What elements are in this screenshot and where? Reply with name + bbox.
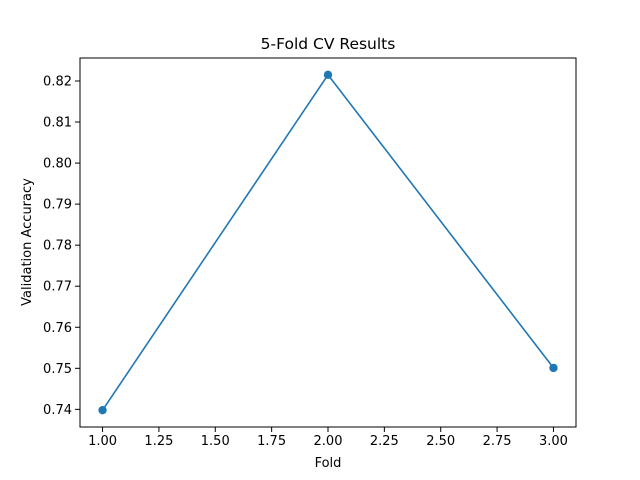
y-tick-label: 0.75 bbox=[43, 362, 72, 377]
series-line bbox=[101, 74, 555, 411]
y-tick-label: 0.79 bbox=[43, 198, 72, 213]
data-point bbox=[549, 363, 558, 373]
data-point bbox=[323, 70, 333, 80]
x-tick-label: 1.00 bbox=[88, 434, 117, 449]
x-tick-label: 1.75 bbox=[257, 434, 286, 449]
x-tick-label: 1.25 bbox=[144, 434, 173, 449]
x-tick-label: 2.50 bbox=[426, 434, 455, 449]
x-tick-label: 2.25 bbox=[370, 434, 399, 449]
y-tick-label: 0.82 bbox=[43, 74, 72, 89]
x-tick-label: 1.50 bbox=[201, 434, 230, 449]
x-tick-label: 2.75 bbox=[483, 434, 512, 449]
y-tick-label: 0.77 bbox=[43, 280, 72, 295]
y-tick-label: 0.74 bbox=[43, 403, 72, 418]
x-axis-label: Fold bbox=[315, 456, 342, 471]
plot-area: 1.00 1.25 1.50 1.75 2.00 2.25 2.50 2.75 3.00 0.74… bbox=[43, 57, 577, 449]
y-axis-label: Validation Accuracy bbox=[20, 178, 35, 306]
chart-title: 5-Fold CV Results bbox=[261, 35, 396, 53]
x-tick-label: 2.00 bbox=[314, 434, 343, 449]
y-tick-label: 0.78 bbox=[43, 239, 72, 254]
y-tick-label: 0.76 bbox=[43, 321, 72, 336]
x-tick-label: 3.00 bbox=[539, 434, 568, 449]
plot-frame bbox=[79, 57, 577, 428]
y-tick-label: 0.81 bbox=[43, 116, 72, 131]
y-tick-label: 0.80 bbox=[43, 157, 72, 172]
data-point bbox=[98, 405, 107, 415]
